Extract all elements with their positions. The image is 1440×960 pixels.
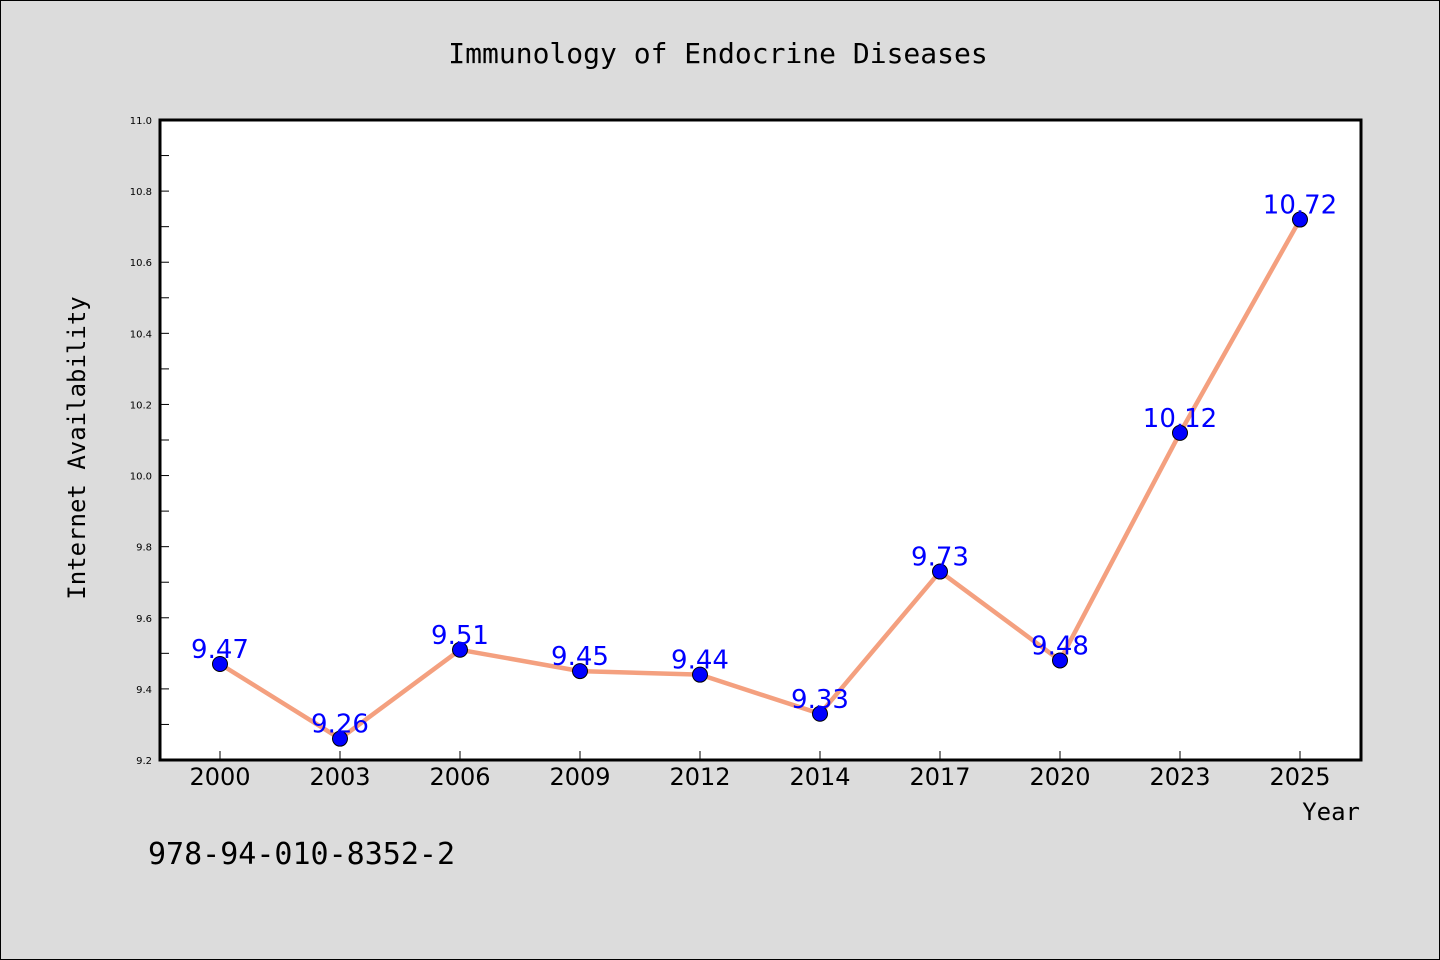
x-tick-label: 2009 (549, 763, 610, 791)
y-tick-label: 10.0 (130, 472, 152, 483)
x-tick-label: 2020 (1029, 763, 1090, 791)
data-point (572, 663, 588, 680)
data-point (452, 641, 468, 658)
data-label: 9.73 (911, 543, 969, 573)
data-label: 10.12 (1143, 404, 1217, 434)
data-point (1292, 211, 1308, 228)
data-point (212, 656, 228, 672)
y-tick-label: 10.2 (130, 400, 152, 411)
x-axis-label: Year (1302, 798, 1360, 826)
x-tick-label: 2017 (909, 763, 970, 791)
x-tick-label: 2000 (189, 763, 250, 791)
y-tick-label: 11.0 (130, 116, 152, 127)
x-tick-label: 2014 (789, 763, 850, 791)
isbn-annotation: 978-94-010-8352-2 (148, 837, 455, 872)
x-tick-label: 2006 (429, 763, 490, 791)
y-tick-label: 9.6 (136, 614, 152, 625)
data-label: 9.48 (1031, 631, 1089, 661)
data-label: 9.47 (191, 635, 249, 665)
x-tick-label: 2012 (669, 763, 730, 791)
y-tick-label: 9.4 (136, 685, 152, 696)
x-tick-label: 2025 (1269, 763, 1330, 791)
y-tick-label: 9.2 (136, 756, 152, 767)
chart-title: Immunology of Endocrine Diseases (448, 37, 987, 70)
y-axis: 9.2 9.4 9.6 9.8 10.0 10.2 10.4 10.6 10.8 11.0 (130, 116, 169, 767)
data-point (332, 730, 348, 747)
data-markers (212, 211, 1308, 747)
data-point (692, 666, 708, 683)
plot-area (158, 118, 1363, 762)
y-tick-label: 10.6 (130, 258, 152, 269)
data-label: 9.26 (311, 710, 369, 740)
series-line (217, 217, 1303, 741)
x-tick-label: 2003 (309, 763, 370, 791)
data-point (1052, 652, 1068, 669)
data-labels: 9.47 9.26 9.51 9.45 9.44 9.33 9.73 9.48 10.12 10.… (191, 191, 1337, 740)
data-label: 9.33 (791, 685, 849, 715)
data-point (812, 705, 828, 722)
x-axis: 2000 2003 2006 2009 2012 2014 2017 2020 2023 2025 (189, 751, 1331, 791)
y-axis-label: Internet Availability (63, 296, 91, 599)
y-tick-label: 10.8 (130, 187, 152, 198)
data-label: 9.45 (551, 642, 609, 672)
data-point (932, 563, 948, 580)
data-label: 10.72 (1263, 191, 1337, 221)
x-tick-label: 2023 (1149, 763, 1210, 791)
y-tick-label: 10.4 (130, 329, 152, 340)
y-tick-label: 9.8 (136, 543, 152, 554)
data-point (1172, 424, 1188, 441)
data-label: 9.44 (671, 646, 729, 676)
data-label: 9.51 (431, 621, 489, 651)
